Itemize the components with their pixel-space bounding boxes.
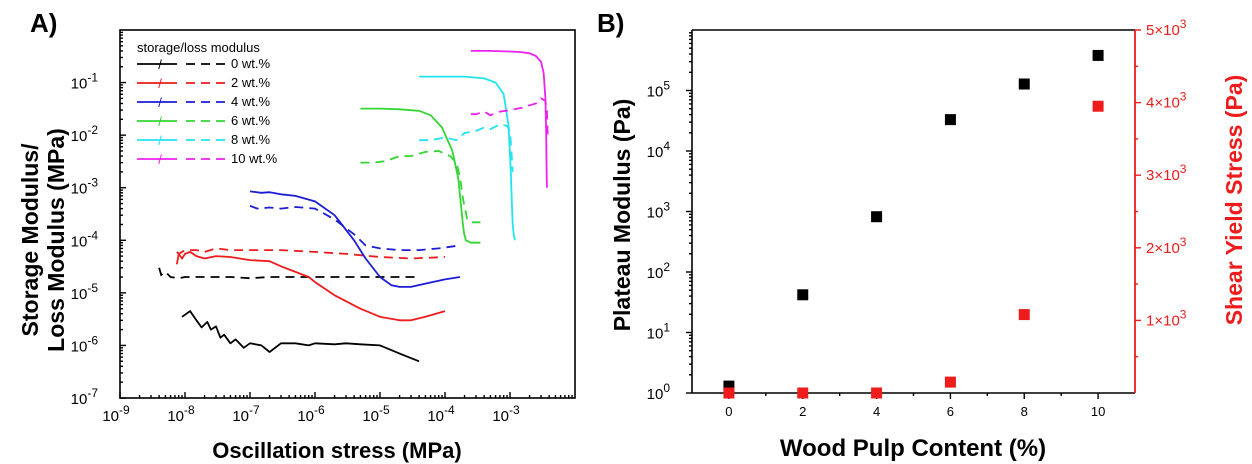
legend-slash: / — [158, 152, 162, 167]
panel-b-ylabel-left: Plateau Modulus (Pa) — [609, 99, 635, 332]
legend-slash: / — [158, 76, 162, 91]
x-tick-label: 10-3 — [492, 403, 520, 425]
legend-label-2wt: 2 wt.% — [231, 75, 270, 90]
panel-a-ylabel-line1: Storage Modulus/ — [17, 143, 43, 337]
shear-yield-stress-point — [723, 387, 735, 399]
panel-b-ylabel-right: Shear Yield Stress (Pa) — [1221, 75, 1247, 326]
x-tick-label: 8 — [1021, 404, 1028, 419]
shear-yield-stress-point — [871, 387, 883, 399]
right-y-tick-label: 3×103 — [1146, 162, 1187, 184]
panel-b-xlabel: Wood Pulp Content (%) — [780, 435, 1046, 462]
plateau-modulus-point — [723, 380, 735, 392]
storage-line-10wt — [470, 50, 548, 188]
panel-a-legend: storage/loss modulus / 0 wt.% / 2 wt.% / 4 wt… — [137, 40, 278, 167]
left-y-tick-label: 101 — [647, 321, 671, 343]
y-tick-label: 10-7 — [71, 386, 99, 408]
loss-line-6wt — [360, 150, 481, 224]
panel-b-plot-area: 0 2 4 6 8 10 100 101 102 103 104 105 1×103 2×103 3×103… — [647, 17, 1187, 419]
shear-yield-stress-point — [797, 387, 809, 399]
plot-frame — [119, 29, 576, 399]
storage-line-2wt — [176, 250, 446, 322]
left-y-tick-label: 103 — [647, 200, 671, 222]
storage-line-0wt — [181, 310, 420, 363]
left-y-tick-label: 104 — [647, 139, 671, 161]
panel-a-ylabel-line2: Loss Modulus (MPa) — [43, 128, 69, 352]
loss-line-8wt — [419, 123, 514, 172]
x-tick-label: 2 — [799, 404, 806, 419]
panel-a-label: A) — [30, 8, 57, 38]
legend-label-6wt: 6 wt.% — [231, 113, 270, 128]
legend-slash: / — [158, 57, 162, 72]
panel-b-chart: B) Plateau Modulus (Pa) Shear Yield Stre… — [597, 8, 1247, 462]
right-y-tick-label: 5×103 — [1146, 17, 1187, 39]
x-tick-label: 10 — [1091, 404, 1105, 419]
y-tick-label: 10-2 — [71, 123, 99, 145]
plateau-modulus-point — [1092, 49, 1104, 61]
legend-label-8wt: 8 wt.% — [231, 132, 270, 147]
plateau-modulus-point — [1018, 78, 1030, 90]
shear-yield-stress-point — [1018, 309, 1030, 321]
left-y-tick-label: 102 — [647, 260, 671, 282]
x-tick-label: 10-8 — [167, 403, 195, 425]
panel-a-xlabel: Oscillation stress (MPa) — [212, 438, 461, 463]
x-tick-label: 4 — [873, 404, 880, 419]
y-tick-label: 10-1 — [71, 71, 99, 93]
loss-line-10wt — [470, 97, 549, 136]
legend-slash: / — [158, 133, 162, 148]
right-y-tick-label: 4×103 — [1146, 90, 1187, 112]
x-tick-label: 10-6 — [297, 403, 325, 425]
loss-line-0wt — [158, 267, 420, 280]
x-tick-label: 6 — [947, 404, 954, 419]
x-tick-label: 0 — [725, 404, 732, 419]
plateau-modulus-point — [797, 289, 809, 301]
left-y-tick-label: 105 — [647, 79, 671, 101]
storage-line-4wt — [249, 190, 461, 288]
y-tick-label: 10-5 — [71, 281, 99, 303]
plateau-modulus-point — [944, 114, 956, 126]
legend-label-0wt: 0 wt.% — [231, 56, 270, 71]
panel-a-plot-area: 10-9 10-8 10-7 10-6 10-5 10-4 10-3 10-7 10-6 10-5… — [71, 29, 576, 425]
legend-slash: / — [158, 114, 162, 129]
y-tick-label: 10-3 — [71, 176, 99, 198]
legend-title: storage/loss modulus — [137, 40, 260, 55]
shear-yield-stress-point — [1092, 100, 1104, 112]
x-tick-label: 10-5 — [362, 403, 390, 425]
legend-label-4wt: 4 wt.% — [231, 94, 270, 109]
plateau-modulus-point — [871, 211, 883, 223]
storage-line-6wt — [360, 107, 481, 244]
legend-slash: / — [158, 95, 162, 110]
legend-label-10wt: 10 wt.% — [231, 151, 278, 166]
loss-line-2wt — [176, 247, 446, 260]
right-y-tick-label: 1×103 — [1146, 307, 1187, 329]
right-y-tick-label: 2×103 — [1146, 235, 1187, 257]
x-tick-label: 10-4 — [427, 403, 455, 425]
left-y-tick-label: 100 — [647, 381, 671, 403]
x-tick-label: 10-9 — [102, 403, 130, 425]
panel-b-label: B) — [597, 8, 624, 38]
loss-line-4wt — [249, 205, 461, 252]
y-tick-label: 10-4 — [71, 228, 99, 250]
y-tick-label: 10-6 — [71, 333, 99, 355]
shear-yield-stress-point — [944, 376, 956, 388]
x-tick-label: 10-7 — [232, 403, 260, 425]
panel-a-chart: A) Storage Modulus/ Loss Modulus (MPa) O… — [17, 8, 576, 463]
